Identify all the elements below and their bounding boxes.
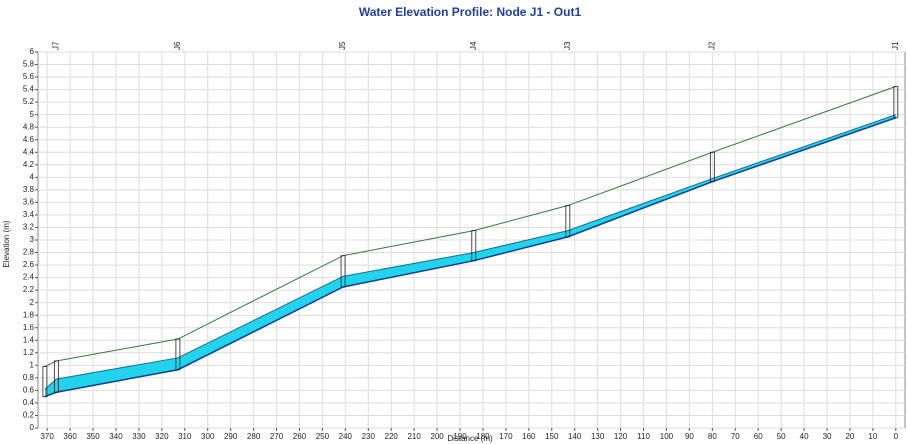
x-tick-label: 330 [132,432,146,441]
x-tick-label: 150 [545,432,559,441]
chart-title: Water Elevation Profile: Node J1 - Out1 [359,5,582,19]
x-tick-label: 290 [224,432,238,441]
x-tick-label: 210 [407,432,421,441]
node-shaft [53,360,59,393]
x-tick-label: 60 [754,432,763,441]
y-tick-label: 0.4 [23,398,35,407]
x-tick-label: 80 [708,432,717,441]
node-label: J3 [563,41,572,50]
profile-line [44,114,896,390]
x-axis-label: Distance (m) [447,434,493,443]
y-tick-label: 5.6 [23,72,35,81]
y-tick-label: 5.2 [23,97,35,106]
x-tick-label: 320 [155,432,169,441]
y-tick-label: 1.2 [23,348,35,357]
y-tick-label: 2.4 [23,273,35,282]
y-tick-label: 0.2 [23,411,35,420]
x-tick-label: 120 [614,432,628,441]
x-tick-label: 50 [777,432,786,441]
node-label: J5 [338,41,347,50]
x-tick-label: 300 [201,432,215,441]
x-tick-label: 270 [270,432,284,441]
x-tick-label: 340 [109,432,123,441]
node-label: J4 [469,41,478,50]
y-tick-label: 1.8 [23,310,35,319]
node-label: J1 [891,41,900,50]
y-tick-label: 4.2 [23,160,35,169]
node-shaft [175,338,181,371]
x-tick-label: 130 [591,432,605,441]
x-tick-label: 70 [731,432,740,441]
x-tick-label: 160 [522,432,536,441]
y-tick-label: 6 [30,47,35,56]
x-tick-label: 20 [845,432,854,441]
x-tick-label: 260 [293,432,307,441]
y-tick-label: 4.6 [23,135,35,144]
node-label: J2 [707,41,716,50]
profile-line [44,117,897,398]
node-label: J7 [51,41,60,50]
x-tick-label: 370 [40,432,54,441]
y-tick-label: 3.4 [23,210,35,219]
x-tick-label: 280 [247,432,261,441]
x-tick-label: 40 [800,432,809,441]
x-tick-label: 170 [499,432,513,441]
x-tick-label: 10 [868,432,877,441]
y-tick-label: 2 [30,298,35,307]
x-tick-label: 30 [823,432,832,441]
x-tick-label: 90 [685,432,694,441]
node-shaft [42,366,48,398]
y-tick-label: 0.6 [23,386,35,395]
x-tick-label: 100 [660,432,674,441]
x-tick-label: 240 [339,432,353,441]
x-tick-label: 0 [894,432,899,441]
y-tick-label: 1 [30,360,35,369]
x-tick-label: 230 [362,432,376,441]
x-tick-label: 180 [476,432,490,441]
node-shaft [893,86,899,119]
node-label: J6 [173,41,182,50]
x-tick-label: 110 [637,432,650,441]
x-tick-label: 220 [385,432,399,441]
x-tick-label: 310 [178,432,192,441]
x-tick-label: 200 [430,432,444,441]
x-tick-label: 140 [568,432,582,441]
y-tick-label: 4.8 [23,122,35,131]
y-tick-label: 0 [30,423,35,432]
y-tick-label: 4.4 [23,147,35,156]
x-tick-label: 190 [453,432,467,441]
water-fill [44,114,896,397]
y-tick-label: 5.8 [23,60,35,69]
node-shaft [340,255,346,288]
y-axis-label: Elevation (m) [2,220,11,267]
x-tick-label: 360 [63,432,77,441]
y-tick-label: 3.6 [23,198,35,207]
y-tick-label: 0.8 [23,373,35,382]
x-tick-label: 350 [86,432,100,441]
node-shaft [471,230,477,262]
y-tick-label: 3.2 [23,223,35,232]
y-tick-label: 3.8 [23,185,35,194]
x-tick-label: 250 [316,432,330,441]
y-tick-label: 3 [30,235,35,244]
y-tick-label: 5 [30,110,35,119]
y-tick-label: 2.2 [23,285,35,294]
y-tick-label: 5.4 [23,85,35,94]
y-tick-label: 4 [30,172,35,181]
node-shaft [565,205,571,238]
profile-line [44,85,896,368]
node-shaft [709,151,715,183]
y-tick-label: 1.4 [23,335,35,344]
y-tick-label: 2.8 [23,248,35,257]
y-tick-label: 1.6 [23,323,35,332]
y-tick-label: 2.6 [23,260,35,269]
